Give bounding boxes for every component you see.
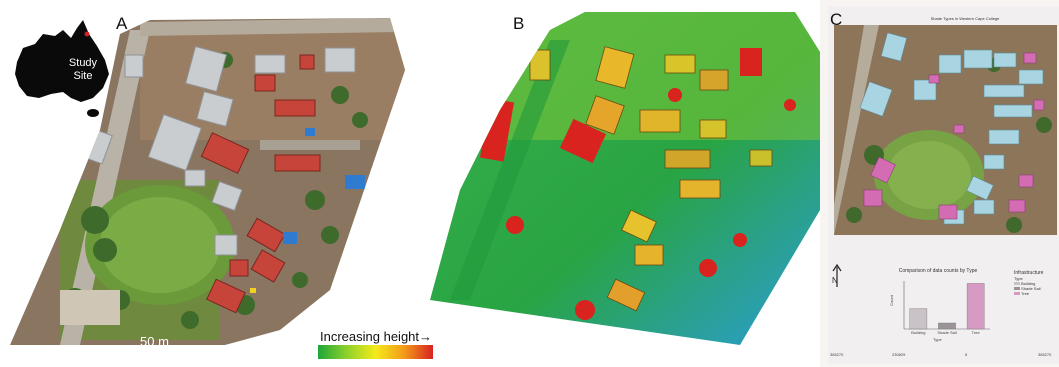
study-site-marker xyxy=(84,31,90,37)
height-color-ramp xyxy=(318,345,433,359)
panel-a: Study Site A 50 m xyxy=(0,0,420,367)
legend-swatch-building xyxy=(1014,282,1020,285)
chart-y-label: Count xyxy=(888,295,894,306)
height-legend-text: Increasing height xyxy=(320,329,420,344)
legend-item-building-label: Building xyxy=(1021,281,1036,286)
legend-swatch-shade-sail xyxy=(1014,287,1020,290)
legend-title: Infrastructure xyxy=(1014,270,1044,276)
chart-title: Comparison of data counts by Type xyxy=(898,268,978,274)
legend-item-building: Building xyxy=(1014,281,1058,286)
coord-label-2: 230829 xyxy=(892,352,906,357)
panel-a-scale-label: 50 m xyxy=(140,334,169,349)
legend-item-tree-label: Tree xyxy=(1021,291,1030,296)
australia-inset-map: Study Site xyxy=(15,20,109,117)
printed-shade-map xyxy=(834,25,1057,235)
panel-b: B Increasing height→ 50 m xyxy=(318,0,830,367)
arrow-right-icon: → xyxy=(419,329,433,344)
panel-b-scale-bar xyxy=(525,351,583,355)
coord-label-4: 385270 xyxy=(1038,352,1052,357)
legend-item-shade-sail-label: Shade Sail xyxy=(1021,286,1041,291)
height-legend-label: Increasing height→ xyxy=(320,329,432,344)
bar-shade-sail xyxy=(938,322,956,330)
panel-b-height-map xyxy=(430,12,825,345)
bar-building xyxy=(909,308,928,330)
legend-subtitle: Type xyxy=(1014,276,1023,281)
panel-c-letter: C xyxy=(830,10,843,29)
panel-b-letter: B xyxy=(513,14,525,33)
legend-item-tree: Tree xyxy=(1014,291,1058,296)
bar-label-building: Building xyxy=(911,330,925,335)
coord-label-1: 385270 xyxy=(830,352,844,357)
panel-a-scale-bar xyxy=(126,351,181,355)
north-arrow-icon xyxy=(830,263,844,289)
panel-a-aerial-map xyxy=(10,18,405,345)
printed-map-title: Shade Types in Western Cape College xyxy=(930,16,1000,21)
panel-b-scale-label: 50 m xyxy=(540,334,569,349)
data-count-bar-chart: Building Shade Sail Tree xyxy=(903,281,990,335)
chart-legend: Infrastructure Type Building Shade Sail … xyxy=(1014,270,1058,296)
bar-label-tree: Tree xyxy=(972,330,981,335)
bar-label-shade-sail: Shade Sail xyxy=(937,330,956,335)
north-label: N xyxy=(832,276,838,285)
legend-item-shade-sail: Shade Sail xyxy=(1014,286,1058,291)
bar-tree xyxy=(966,283,985,330)
panel-c: C Shade Types in Western Cape College xyxy=(820,0,1059,367)
panel-a-letter: A xyxy=(116,14,128,33)
coord-label-3: 5 xyxy=(965,352,968,357)
chart-x-label: Type xyxy=(933,337,942,342)
legend-swatch-tree xyxy=(1014,292,1020,295)
inset-study-site-label: Study Site xyxy=(69,57,98,82)
